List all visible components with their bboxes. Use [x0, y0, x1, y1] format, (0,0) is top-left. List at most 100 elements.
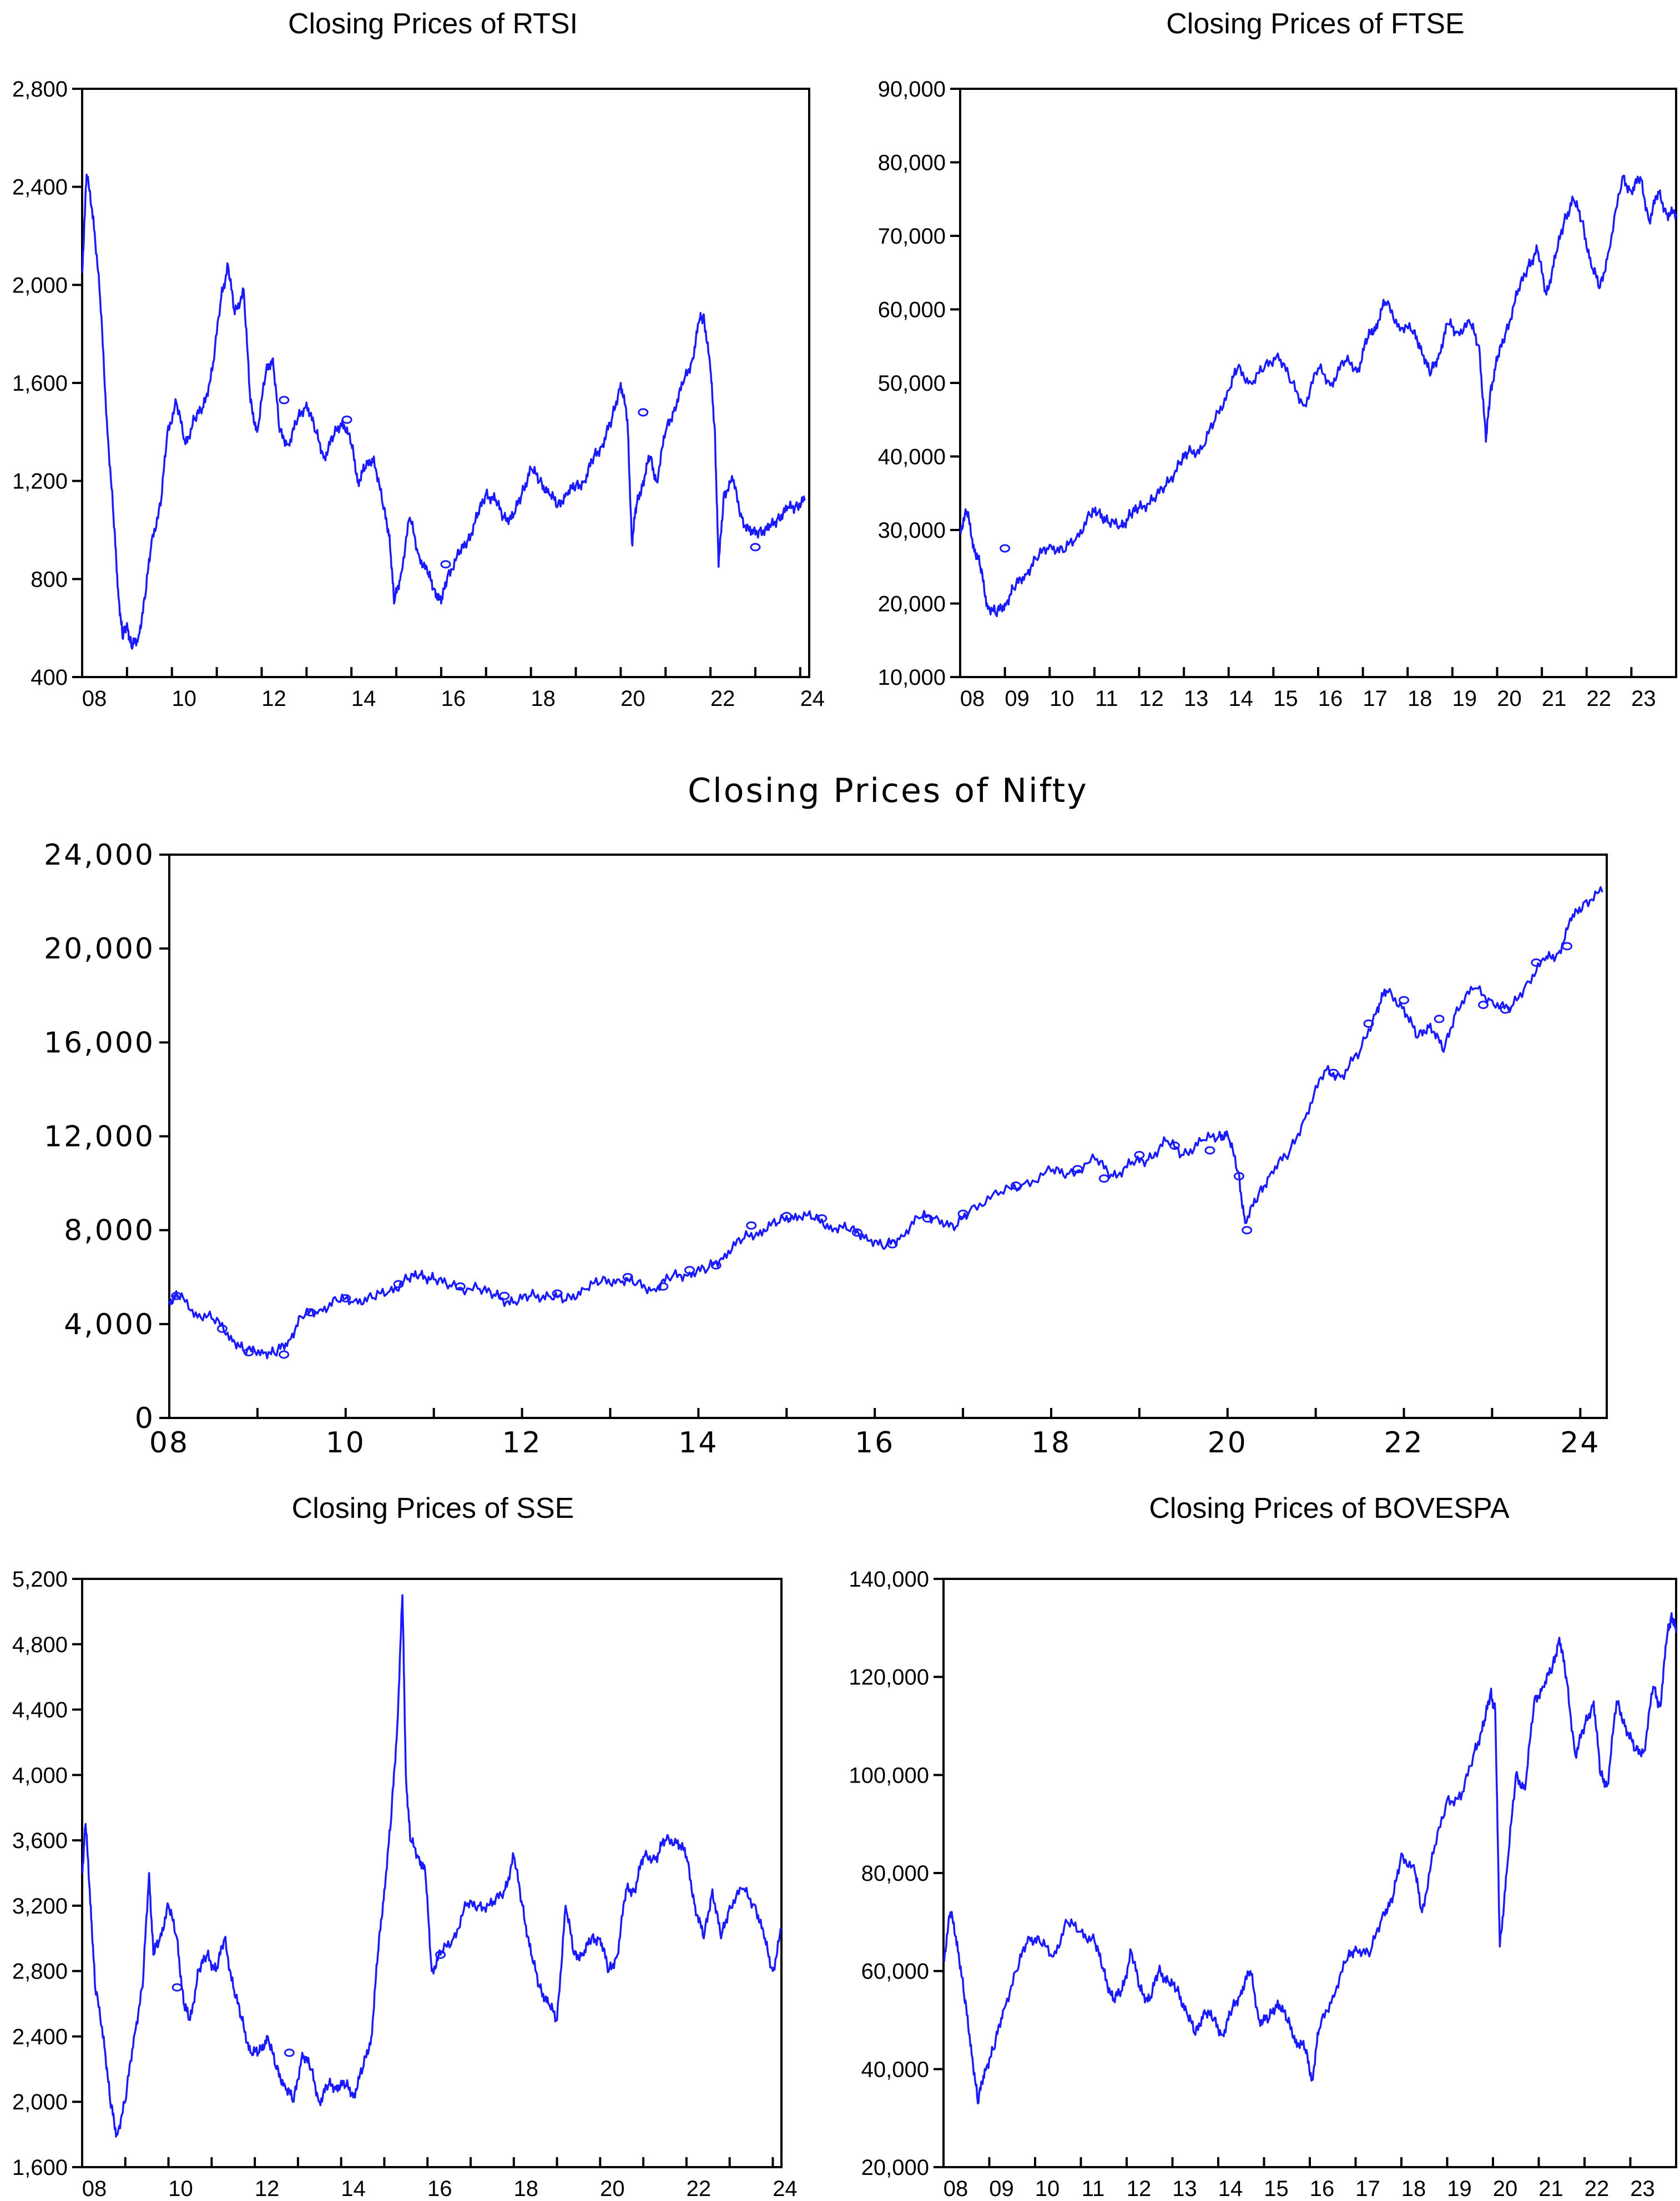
x-tick-label-sse: 18	[514, 2177, 539, 2201]
data-point-marker-rtsi	[279, 396, 290, 405]
x-tick-label-bovespa: 22	[1585, 2177, 1610, 2201]
x-tick-label-ftse: 09	[1005, 686, 1030, 711]
x-tick-label-ftse: 18	[1407, 686, 1432, 711]
data-point-marker-nifty	[1363, 1019, 1374, 1028]
x-tick-label-nifty: 20	[1208, 1426, 1248, 1460]
data-point-marker-nifty	[552, 1289, 563, 1298]
panel-rtsi: Closing Prices of RTSI 400 800 1,200 1,600 2…	[12, 8, 825, 711]
x-tick-label-sse: 12	[255, 2177, 280, 2201]
x-tick-label-rtsi: 14	[351, 686, 376, 711]
chart-title-sse: Closing Prices of SSE	[292, 1492, 574, 1524]
data-point-marker-nifty	[1478, 1001, 1489, 1009]
x-tick-label-rtsi: 24	[800, 686, 825, 711]
data-point-marker-nifty	[216, 1324, 228, 1333]
series-line-nifty	[168, 886, 1603, 1360]
data-point-marker-nifty	[1072, 1165, 1083, 1174]
x-tick-label-sse: 20	[600, 2177, 625, 2201]
x-tick-label-bovespa: 15	[1264, 2177, 1289, 2201]
x-tick-label-ftse: 11	[1095, 686, 1118, 711]
x-tick-label-ftse: 10	[1050, 686, 1074, 711]
x-tick-label-nifty: 10	[326, 1426, 366, 1460]
y-tick-label-ftse: 80,000	[878, 151, 946, 175]
x-tick-label-sse: 16	[427, 2177, 452, 2201]
x-tick-label-bovespa: 13	[1172, 2177, 1197, 2201]
y-tick-label-ftse: 50,000	[878, 371, 946, 396]
data-point-marker-nifty	[781, 1211, 792, 1220]
x-tick-label-sse: 14	[341, 2177, 366, 2201]
data-point-marker-nifty	[305, 1308, 316, 1317]
chart-title-nifty: Closing Prices of Nifty	[688, 771, 1088, 810]
y-tick-label-sse: 3,600	[12, 1829, 68, 1853]
y-tick-label-rtsi: 2,000	[12, 273, 68, 297]
y-tick-label-ftse: 30,000	[878, 518, 946, 543]
x-tick-label-bovespa: 11	[1082, 2177, 1105, 2201]
data-point-marker-rtsi	[638, 408, 649, 417]
x-tick-label-bovespa: 14	[1218, 2177, 1243, 2201]
y-tick-label-bovespa: 20,000	[861, 2155, 929, 2180]
y-tick-label-rtsi: 1,200	[12, 470, 68, 494]
data-point-marker-nifty	[1399, 996, 1410, 1004]
x-tick-label-bovespa: 08	[944, 2177, 968, 2201]
data-point-marker-rtsi	[750, 543, 761, 552]
y-tick-label-sse: 2,000	[12, 2090, 68, 2114]
y-tick-label-nifty: 20,000	[44, 932, 155, 966]
y-tick-label-nifty: 16,000	[44, 1026, 155, 1059]
x-tick-label-ftse: 19	[1452, 686, 1477, 711]
data-point-marker-nifty	[455, 1282, 466, 1291]
plot-frame-ftse	[959, 88, 1677, 678]
x-tick-label-rtsi: 20	[620, 686, 645, 711]
x-tick-label-bovespa: 19	[1447, 2177, 1472, 2201]
data-point-marker-nifty	[499, 1291, 510, 1300]
data-point-marker-sse	[284, 2048, 295, 2057]
x-tick-label-rtsi: 16	[441, 686, 466, 711]
x-tick-label-nifty: 14	[678, 1426, 718, 1460]
x-tick-label-ftse: 14	[1229, 686, 1254, 711]
y-tick-label-rtsi: 2,800	[12, 77, 68, 102]
y-tick-label-nifty: 4,000	[64, 1308, 155, 1341]
data-point-marker-nifty	[957, 1209, 968, 1218]
x-tick-label-rtsi: 10	[171, 686, 196, 711]
x-tick-label-bovespa: 16	[1310, 2177, 1335, 2201]
series-line-rtsi	[81, 173, 806, 650]
x-tick-label-bovespa: 10	[1035, 2177, 1060, 2201]
data-point-marker-nifty	[1010, 1181, 1021, 1190]
x-tick-label-nifty: 12	[502, 1426, 542, 1460]
y-tick-label-rtsi: 400	[31, 665, 68, 690]
x-tick-label-nifty: 18	[1031, 1426, 1071, 1460]
data-point-marker-nifty	[922, 1214, 934, 1223]
y-tick-label-ftse: 60,000	[878, 298, 946, 322]
y-tick-label-sse: 2,400	[12, 2025, 68, 2049]
x-tick-label-bovespa: 20	[1493, 2177, 1518, 2201]
data-point-marker-nifty	[1233, 1172, 1244, 1180]
x-tick-label-ftse: 16	[1318, 686, 1343, 711]
x-tick-label-bovespa: 17	[1355, 2177, 1380, 2201]
y-tick-label-nifty: 8,000	[64, 1214, 155, 1248]
y-tick-label-nifty: 12,000	[44, 1120, 155, 1154]
data-point-marker-sse	[435, 1950, 446, 1959]
x-tick-label-ftse: 20	[1497, 686, 1522, 711]
data-point-marker-nifty	[1134, 1150, 1145, 1159]
data-point-marker-nifty	[1242, 1226, 1253, 1235]
chart-title-bovespa: Closing Prices of BOVESPA	[1149, 1492, 1510, 1524]
plot-frame-bovespa	[942, 1578, 1677, 2168]
panel-bovespa: Closing Prices of BOVESPA 20,000 40,000 60…	[849, 1492, 1677, 2201]
x-tick-label-nifty: 22	[1384, 1426, 1424, 1460]
data-point-marker-nifty	[622, 1273, 633, 1281]
y-tick-label-ftse: 90,000	[878, 77, 946, 102]
data-point-marker-nifty	[243, 1348, 254, 1357]
y-tick-label-bovespa: 40,000	[861, 2057, 929, 2082]
y-tick-label-sse: 2,800	[12, 1960, 68, 1984]
chart-title-ftse: Closing Prices of FTSE	[1166, 8, 1465, 40]
plot-frame-nifty	[168, 854, 1608, 1419]
x-tick-label-sse: 08	[82, 2177, 107, 2201]
x-tick-label-ftse: 08	[960, 686, 985, 711]
y-tick-label-rtsi: 800	[31, 567, 68, 592]
panel-ftse: Closing Prices of FTSE 10,000 20,000 30,00…	[878, 8, 1677, 711]
data-point-marker-nifty	[1561, 942, 1572, 951]
panel-sse: Closing Prices of SSE 1,600 2,000 2,400 2,8…	[12, 1492, 798, 2201]
data-point-marker-nifty	[1434, 1014, 1445, 1023]
data-point-marker-ftse	[1000, 544, 1011, 553]
series-line-ftse	[959, 174, 1677, 618]
y-tick-label-ftse: 40,000	[878, 445, 946, 470]
x-tick-label-sse: 24	[773, 2177, 798, 2201]
